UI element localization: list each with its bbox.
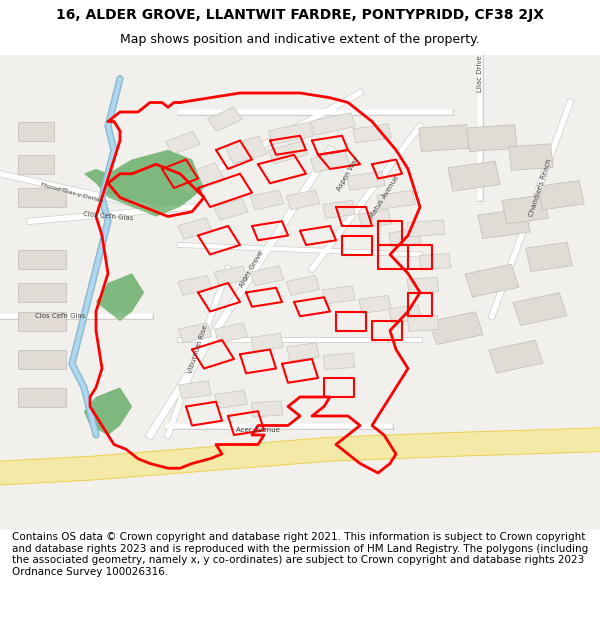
Polygon shape bbox=[250, 190, 284, 210]
Polygon shape bbox=[310, 112, 356, 135]
Polygon shape bbox=[177, 163, 225, 194]
Polygon shape bbox=[18, 155, 54, 174]
Polygon shape bbox=[18, 388, 66, 406]
Text: Lilac Drive: Lilac Drive bbox=[477, 56, 483, 92]
Polygon shape bbox=[84, 388, 132, 435]
Polygon shape bbox=[214, 266, 248, 286]
Polygon shape bbox=[215, 390, 247, 409]
Polygon shape bbox=[509, 144, 553, 171]
Polygon shape bbox=[166, 131, 200, 154]
Polygon shape bbox=[489, 340, 543, 373]
Polygon shape bbox=[359, 210, 391, 228]
Text: Map shows position and indicative extent of the property.: Map shows position and indicative extent… bbox=[120, 33, 480, 46]
Polygon shape bbox=[448, 161, 500, 191]
Polygon shape bbox=[225, 136, 267, 164]
Polygon shape bbox=[467, 124, 517, 152]
Polygon shape bbox=[18, 349, 66, 369]
Polygon shape bbox=[513, 292, 567, 326]
Text: Alder Grove: Alder Grove bbox=[239, 249, 265, 288]
Polygon shape bbox=[478, 209, 530, 239]
Text: Fforod Glas-y-Dorlan: Fforod Glas-y-Dorlan bbox=[40, 182, 104, 204]
Polygon shape bbox=[323, 200, 355, 219]
Polygon shape bbox=[250, 266, 284, 286]
Polygon shape bbox=[178, 323, 212, 343]
Polygon shape bbox=[18, 188, 66, 207]
Polygon shape bbox=[178, 276, 212, 296]
Polygon shape bbox=[389, 305, 421, 323]
Polygon shape bbox=[268, 141, 308, 164]
Polygon shape bbox=[178, 217, 212, 239]
Polygon shape bbox=[323, 353, 355, 369]
Polygon shape bbox=[84, 388, 132, 435]
Polygon shape bbox=[18, 121, 54, 141]
Polygon shape bbox=[251, 333, 283, 351]
Polygon shape bbox=[538, 181, 584, 210]
Polygon shape bbox=[251, 401, 283, 417]
Polygon shape bbox=[359, 295, 391, 314]
Polygon shape bbox=[96, 274, 144, 321]
Polygon shape bbox=[407, 315, 439, 331]
Polygon shape bbox=[353, 124, 391, 143]
Polygon shape bbox=[268, 122, 314, 144]
Text: Viburnum Rise: Viburnum Rise bbox=[187, 324, 209, 374]
Polygon shape bbox=[389, 229, 421, 247]
Polygon shape bbox=[465, 264, 519, 297]
Polygon shape bbox=[286, 276, 320, 296]
Polygon shape bbox=[429, 312, 483, 344]
Text: 16, ALDER GROVE, LLANTWIT FARDRE, PONTYPRIDD, CF38 2JX: 16, ALDER GROVE, LLANTWIT FARDRE, PONTYP… bbox=[56, 8, 544, 22]
Polygon shape bbox=[419, 124, 469, 152]
Polygon shape bbox=[18, 311, 66, 331]
Polygon shape bbox=[407, 220, 445, 237]
Text: Clos Cefn Glas: Clos Cefn Glas bbox=[83, 211, 133, 222]
Polygon shape bbox=[419, 254, 451, 270]
Polygon shape bbox=[18, 283, 66, 302]
Polygon shape bbox=[208, 107, 242, 131]
Polygon shape bbox=[214, 199, 248, 220]
Polygon shape bbox=[377, 191, 415, 209]
Text: Matus Avenue: Matus Avenue bbox=[368, 175, 400, 220]
Polygon shape bbox=[347, 171, 385, 191]
Text: Contains OS data © Crown copyright and database right 2021. This information is : Contains OS data © Crown copyright and d… bbox=[12, 532, 588, 577]
Polygon shape bbox=[214, 323, 248, 343]
Text: Chandler's Reach: Chandler's Reach bbox=[528, 158, 552, 218]
Polygon shape bbox=[84, 150, 204, 216]
Polygon shape bbox=[287, 342, 319, 361]
Polygon shape bbox=[18, 250, 66, 269]
Text: Clos Cefn Glas: Clos Cefn Glas bbox=[35, 313, 85, 319]
Polygon shape bbox=[310, 151, 350, 173]
Polygon shape bbox=[407, 278, 439, 294]
Text: Acer Avenue: Acer Avenue bbox=[236, 428, 280, 433]
Polygon shape bbox=[96, 274, 144, 321]
Polygon shape bbox=[502, 195, 548, 224]
Text: Aspen Way: Aspen Way bbox=[336, 156, 360, 192]
Polygon shape bbox=[323, 286, 355, 304]
Polygon shape bbox=[286, 190, 320, 210]
Polygon shape bbox=[179, 381, 211, 399]
Polygon shape bbox=[84, 150, 204, 216]
Polygon shape bbox=[526, 242, 572, 271]
